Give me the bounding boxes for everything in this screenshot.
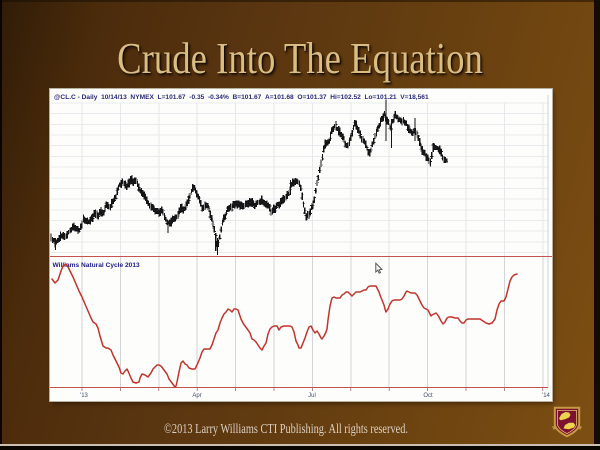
svg-text:Oct: Oct <box>423 393 433 399</box>
svg-text:Apr: Apr <box>192 393 201 399</box>
svg-text:'14: '14 <box>542 393 550 399</box>
svg-text:'13: '13 <box>80 393 88 399</box>
svg-text:@CL.C - Daily 10/14/13 NYMEX: @CL.C - Daily 10/14/13 NYMEX L=101.67 -0… <box>54 94 429 101</box>
svg-text:Jul: Jul <box>308 393 316 399</box>
svg-text:Williams Natural Cycle 2013: Williams Natural Cycle 2013 <box>53 262 141 269</box>
